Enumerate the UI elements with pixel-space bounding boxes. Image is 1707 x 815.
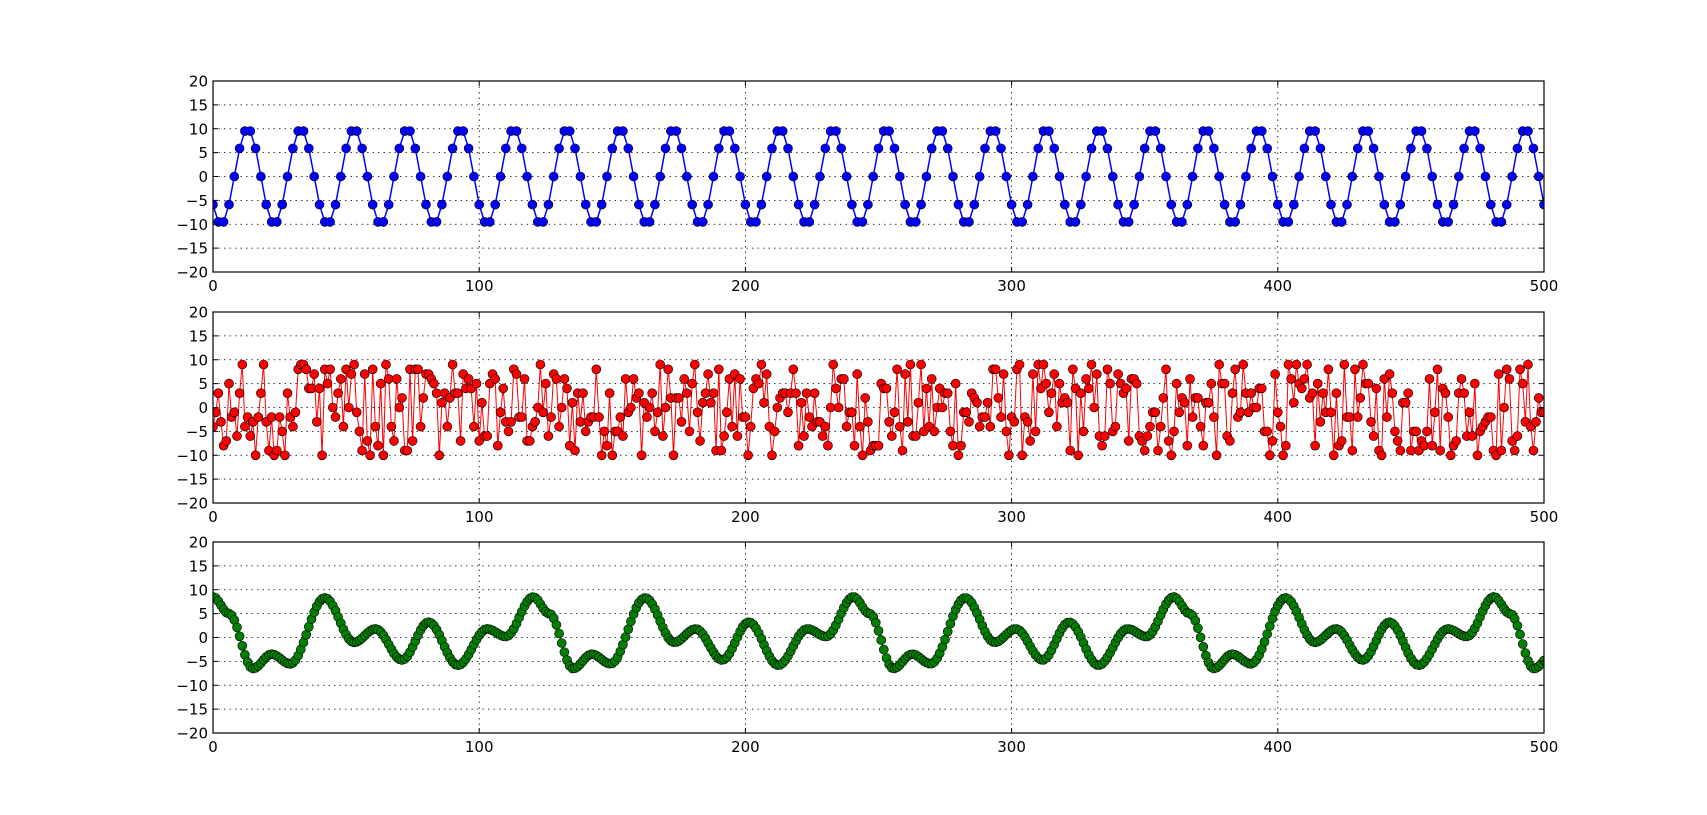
x-tick-label: 400 [1263,508,1292,526]
x-tick-label: 300 [997,508,1026,526]
y-tick-label: 20 [189,304,208,322]
y-axis: 20 15 10 5 0 −5 −10 −15 −20 [176,534,1544,743]
x-tick-label: 500 [1530,508,1559,526]
x-axis: 0 100 200 300 400 500 [208,312,1558,526]
x-tick-label: 500 [1530,738,1559,756]
y-tick-label: −5 [186,192,208,210]
y-tick-label: −10 [176,447,208,465]
y-tick-label: 5 [198,144,208,162]
y-tick-label: −15 [176,240,208,258]
y-tick-label: 5 [198,605,208,623]
x-axis: 0 100 200 300 400 500 [208,542,1558,756]
x-tick-label: 0 [208,277,218,295]
x-tick-label: 300 [997,277,1026,295]
y-tick-label: −10 [176,677,208,695]
x-tick-label: 200 [731,508,760,526]
y-tick-label: 15 [189,327,208,345]
data-markers [213,126,1544,227]
x-tick-label: 100 [465,738,494,756]
y-tick-label: −15 [176,471,208,489]
x-tick-label: 200 [731,277,760,295]
y-axis: 20 15 10 5 0 −5 −10 −15 −20 [176,304,1544,513]
y-tick-label: 20 [189,73,208,91]
x-tick-label: 400 [1263,277,1292,295]
data-series-sum-of-sines [213,592,1544,674]
data-markers [213,592,1544,674]
x-tick-label: 0 [208,738,218,756]
data-series-random-integers [213,359,1544,461]
y-tick-label: 10 [189,351,208,369]
y-tick-label: 15 [189,96,208,114]
y-tick-label: 0 [198,629,208,647]
y-tick-label: −20 [176,725,208,743]
y-tick-label: −5 [186,423,208,441]
x-tick-label: 0 [208,508,218,526]
y-tick-label: 15 [189,557,208,575]
y-tick-label: 0 [198,399,208,417]
y-tick-label: 10 [189,120,208,138]
data-markers [213,359,1544,461]
y-axis: 20 15 10 5 0 −5 −10 −15 −20 [176,73,1544,282]
y-tick-label: −5 [186,653,208,671]
x-tick-label: 200 [731,738,760,756]
y-tick-label: −20 [176,264,208,282]
y-tick-label: 0 [198,168,208,186]
y-tick-label: 20 [189,534,208,552]
y-tick-label: −15 [176,701,208,719]
x-tick-label: 100 [465,277,494,295]
x-tick-label: 300 [997,738,1026,756]
y-tick-label: 5 [198,375,208,393]
x-tick-label: 500 [1530,277,1559,295]
y-tick-label: −20 [176,495,208,513]
data-series-sine [213,126,1544,227]
x-tick-label: 100 [465,508,494,526]
x-tick-label: 400 [1263,738,1292,756]
x-axis: 0 100 200 300 400 500 [208,81,1558,295]
y-tick-label: −10 [176,216,208,234]
y-tick-label: 10 [189,581,208,599]
